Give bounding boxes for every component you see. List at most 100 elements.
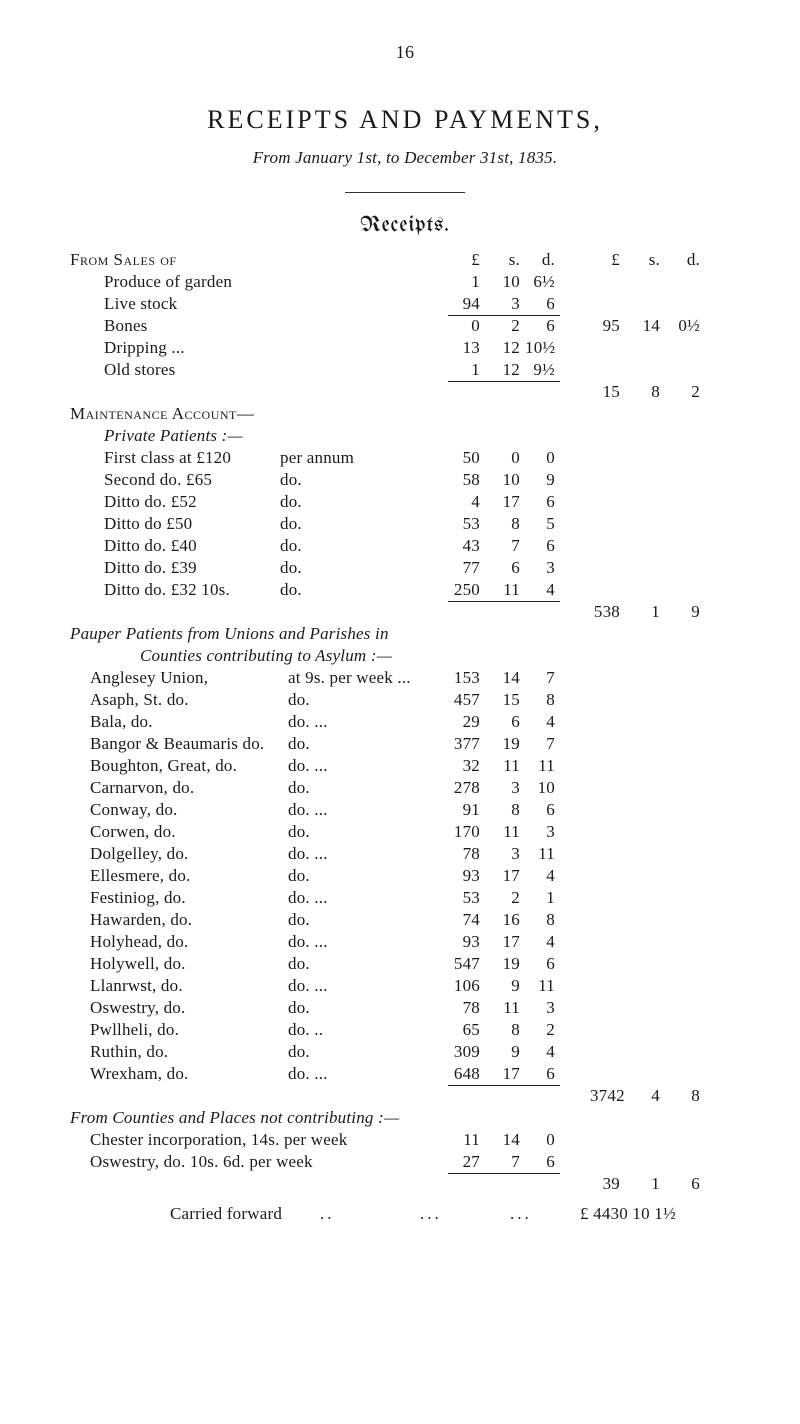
table-row: Ruthin, do.do.30994 bbox=[70, 1041, 740, 1063]
table-row: Holywell, do.do.547196 bbox=[70, 953, 740, 975]
table-row: Oswestry, do.do.78113 bbox=[70, 997, 740, 1019]
amount: 12 bbox=[490, 359, 520, 382]
amount: 3742 bbox=[590, 1085, 625, 1108]
rule bbox=[448, 1085, 560, 1086]
amount: 65 bbox=[450, 1019, 480, 1042]
amount: 11 bbox=[490, 821, 520, 844]
table-row: Boughton, Great, do.do. ...321111 bbox=[70, 755, 740, 777]
amount: 16 bbox=[490, 909, 520, 932]
row-rate: do. ... bbox=[288, 975, 328, 998]
pauper-subtotal-row: 3742 4 8 bbox=[70, 1085, 740, 1107]
row-label: Second do. £65 bbox=[104, 469, 212, 492]
private-patients-heading-row: Private Patients :— bbox=[70, 425, 740, 447]
amount: 32 bbox=[450, 755, 480, 778]
columns-header: From Sales of £ s. d. £ s. d. bbox=[70, 249, 740, 271]
row-rate: do. bbox=[288, 821, 310, 844]
row-rate: do. ... bbox=[288, 931, 328, 954]
amount: 6 bbox=[525, 535, 555, 558]
amount: 6 bbox=[525, 799, 555, 822]
amount: 77 bbox=[450, 557, 480, 580]
amount: 2 bbox=[670, 381, 700, 404]
amount: 6 bbox=[670, 1173, 700, 1196]
row-rate: do. .. bbox=[288, 1019, 323, 1042]
row-rate: do. ... bbox=[288, 711, 328, 734]
row-label: Carnarvon, do. bbox=[90, 777, 194, 800]
amount: 2 bbox=[490, 315, 520, 338]
amount: 11 bbox=[490, 997, 520, 1020]
table-row: Bones026 bbox=[70, 315, 740, 337]
dots: .. bbox=[320, 1203, 335, 1226]
amount: 14 bbox=[490, 1129, 520, 1152]
row-label: Ellesmere, do. bbox=[90, 865, 191, 888]
row-rate: do. bbox=[280, 579, 302, 602]
page-title: RECEIPTS AND PAYMENTS, bbox=[70, 102, 740, 137]
amount: 6 bbox=[525, 1063, 555, 1086]
receipts-heading: Receipts. bbox=[70, 211, 740, 241]
row-label: Ditto do. £40 bbox=[104, 535, 197, 558]
table-row: Ellesmere, do.do.93174 bbox=[70, 865, 740, 887]
amount: 11 bbox=[490, 579, 520, 602]
amount: 13 bbox=[450, 337, 480, 360]
table-row: Old stores1129½ bbox=[70, 359, 740, 381]
amount: 1 bbox=[450, 271, 480, 294]
row-rate: do. bbox=[288, 689, 310, 712]
divider bbox=[345, 192, 465, 193]
table-row: Dolgelley, do.do. ...78311 bbox=[70, 843, 740, 865]
maintenance-heading-row: Maintenance Account— bbox=[70, 403, 740, 425]
table-row: Chester incorporation, 14s. per week1114… bbox=[70, 1129, 740, 1151]
pauper-heading-row-2: Counties contributing to Asylum :— bbox=[70, 645, 740, 667]
rule bbox=[448, 601, 560, 602]
col1-d-header: d. bbox=[525, 249, 555, 272]
row-rate: do. bbox=[288, 953, 310, 976]
amount: 309 bbox=[450, 1041, 480, 1064]
amount: 6 bbox=[525, 315, 555, 338]
row-rate: do. bbox=[280, 469, 302, 492]
amount: 3 bbox=[490, 843, 520, 866]
row-label: Llanrwst, do. bbox=[90, 975, 183, 998]
amount: 9 bbox=[525, 469, 555, 492]
row-label: Live stock bbox=[104, 293, 177, 316]
table-row: Wrexham, do.do. ...648176 bbox=[70, 1063, 740, 1085]
amount: 27 bbox=[450, 1151, 480, 1174]
amount: 93 bbox=[450, 931, 480, 954]
amount: 9 bbox=[670, 601, 700, 624]
amount: 9 bbox=[490, 1041, 520, 1064]
amount: 8 bbox=[525, 689, 555, 712]
amount: 6 bbox=[490, 711, 520, 734]
maintenance-heading: Maintenance Account— bbox=[70, 403, 254, 426]
col2-L-header: £ bbox=[590, 249, 620, 272]
row-label: Ruthin, do. bbox=[90, 1041, 168, 1064]
amount: 547 bbox=[450, 953, 480, 976]
ledger: From Sales of £ s. d. £ s. d. Produce of… bbox=[70, 249, 740, 1225]
row-label: Old stores bbox=[104, 359, 175, 382]
row-label: Pwllheli, do. bbox=[90, 1019, 179, 1042]
amount: 17 bbox=[490, 491, 520, 514]
amount: 7 bbox=[490, 535, 520, 558]
row-label: First class at £120 bbox=[104, 447, 231, 470]
row-rate: do. bbox=[280, 535, 302, 558]
row-label: Corwen, do. bbox=[90, 821, 176, 844]
row-label: Conway, do. bbox=[90, 799, 178, 822]
row-rate: do. ... bbox=[288, 755, 328, 778]
amount: 4 bbox=[525, 711, 555, 734]
amount: 39 bbox=[590, 1173, 620, 1196]
amount: 106 bbox=[450, 975, 480, 998]
private-patients-heading: Private Patients :— bbox=[104, 425, 243, 448]
table-row: Live stock9436 bbox=[70, 293, 740, 315]
amount: 14 bbox=[490, 667, 520, 690]
row-rate: do. ... bbox=[288, 1063, 328, 1086]
table-row: Bangor & Beaumaris do.do.377197 bbox=[70, 733, 740, 755]
amount: 153 bbox=[450, 667, 480, 690]
row-rate: do. bbox=[288, 997, 310, 1020]
amount: 0 bbox=[490, 447, 520, 470]
amount: 1 bbox=[450, 359, 480, 382]
amount: 4 bbox=[525, 931, 555, 954]
table-row: Ditto do. £32 10s.do.250114 bbox=[70, 579, 740, 601]
maintenance-subtotal-row: 538 1 9 bbox=[70, 601, 740, 623]
row-label: Anglesey Union, bbox=[90, 667, 208, 690]
row-rate: do. bbox=[280, 557, 302, 580]
row-rate: do. bbox=[288, 865, 310, 888]
table-row: Oswestry, do. 10s. 6d. per week2776 bbox=[70, 1151, 740, 1173]
sales-subtotal-2-row: 15 8 2 bbox=[70, 381, 740, 403]
row-label: Oswestry, do. bbox=[90, 997, 185, 1020]
